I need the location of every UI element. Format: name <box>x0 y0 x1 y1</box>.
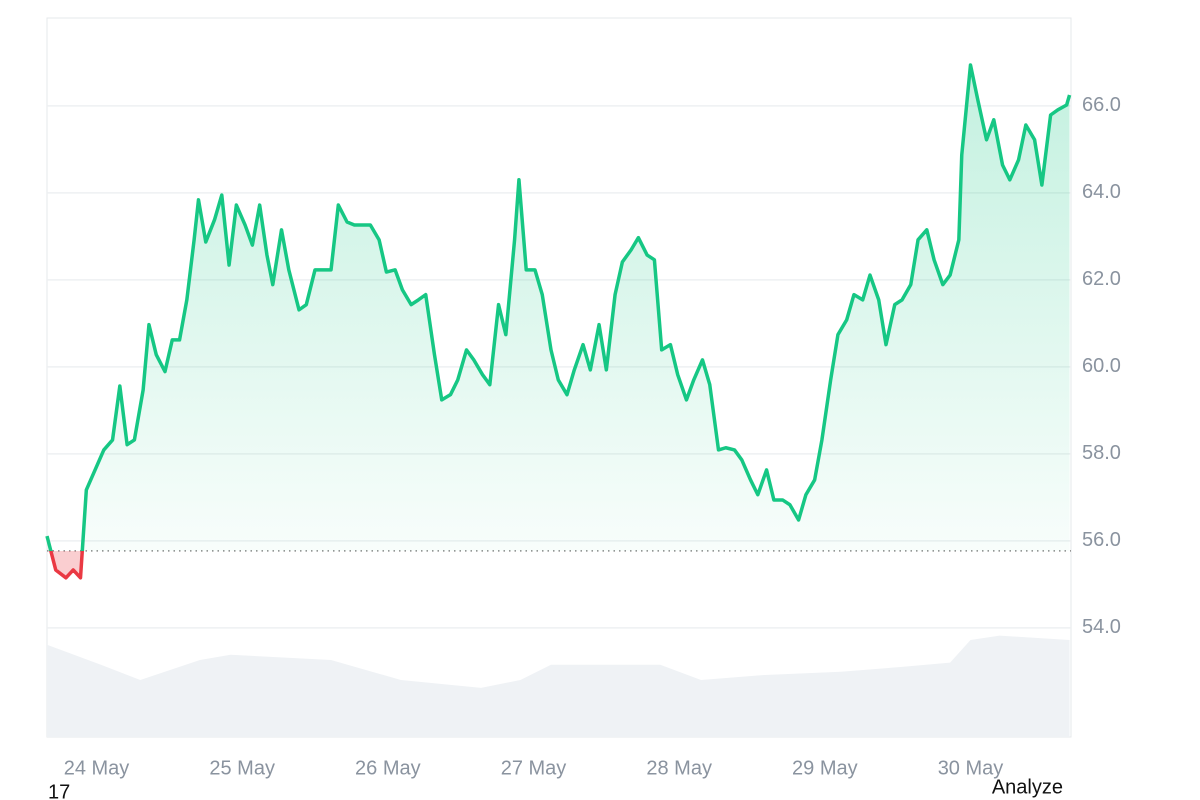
y-tick-label: 62.0 <box>1082 268 1121 290</box>
y-tick-label: 56.0 <box>1082 529 1121 551</box>
y-tick-label: 64.0 <box>1082 181 1121 203</box>
y-tick-label: 66.0 <box>1082 94 1121 116</box>
analyze-button[interactable]: Analyze <box>992 776 1063 798</box>
y-tick-label: 60.0 <box>1082 355 1121 377</box>
y-tick-label: 58.0 <box>1082 442 1121 464</box>
x-tick-label: 28 May <box>646 757 712 779</box>
corner-text: 17 <box>48 781 70 800</box>
x-tick-label: 25 May <box>209 757 275 779</box>
x-tick-label: 27 May <box>501 757 567 779</box>
price-area <box>47 64 1070 578</box>
x-tick-label: 24 May <box>64 757 130 779</box>
x-tick-label: 26 May <box>355 757 421 779</box>
y-tick-label: 54.0 <box>1082 616 1121 638</box>
price-line <box>45 63 1072 580</box>
x-tick-label: 30 May <box>938 757 1004 779</box>
volume-area <box>47 635 1070 737</box>
x-tick-label: 29 May <box>792 757 858 779</box>
